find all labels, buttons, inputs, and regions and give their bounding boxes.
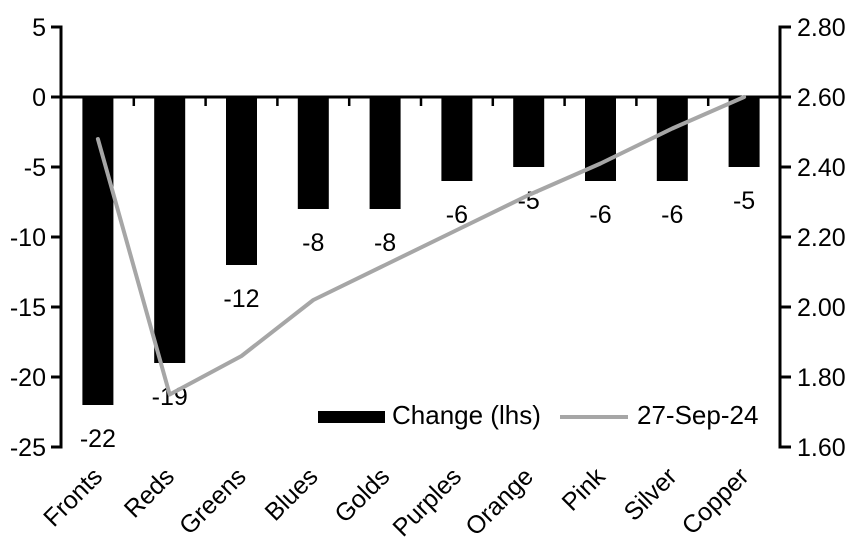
- legend-line-label: 27-Sep-24: [637, 400, 758, 430]
- bar-reds: [154, 97, 186, 363]
- legend-bar-label: Change (lhs): [392, 400, 541, 430]
- bar-data-label: -22: [80, 425, 116, 453]
- left-axis-tick-label: -15: [10, 294, 46, 322]
- left-axis-tick-label: 0: [32, 84, 46, 112]
- bar-data-label: -8: [302, 229, 324, 257]
- bar-data-label: -6: [446, 201, 468, 229]
- left-axis-tick-label: -25: [10, 434, 46, 462]
- bar-data-label: -6: [589, 201, 611, 229]
- left-axis-tick-label: -10: [10, 224, 46, 252]
- right-axis-tick-label: 1.80: [797, 364, 846, 392]
- legend-bar-swatch: [318, 411, 385, 423]
- bar-purples: [441, 97, 473, 181]
- bar-data-label: -12: [223, 285, 259, 313]
- right-axis-tick-label: 2.00: [797, 294, 846, 322]
- bar-orange: [513, 97, 545, 167]
- bar-golds: [369, 97, 401, 209]
- left-axis-tick-label: 5: [32, 14, 46, 42]
- bar-data-label: -5: [733, 187, 755, 215]
- right-axis-tick-label: 2.60: [797, 84, 846, 112]
- line-series: [95, 95, 747, 397]
- right-axis-tick-label: 2.80: [797, 14, 846, 42]
- left-axis-tick-label: -20: [10, 364, 46, 392]
- bar-data-label: -6: [661, 201, 683, 229]
- left-axis-tick-label: -5: [24, 154, 46, 182]
- bar-silver: [656, 97, 688, 181]
- bar-copper: [728, 97, 760, 167]
- right-axis-tick-label: 2.40: [797, 154, 846, 182]
- bar-fronts: [82, 97, 114, 405]
- bar-greens: [226, 97, 257, 265]
- right-axis-tick-label: 1.60: [797, 434, 846, 462]
- bar-data-label: -8: [374, 229, 396, 257]
- bar-blues: [297, 97, 329, 209]
- right-axis-tick-label: 2.20: [797, 224, 846, 252]
